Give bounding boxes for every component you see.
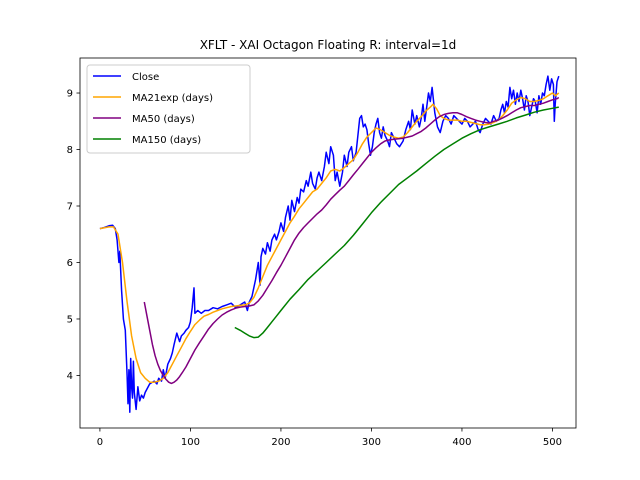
x-tick-label: 200 bbox=[271, 437, 290, 448]
x-tick-label: 300 bbox=[362, 437, 381, 448]
y-tick-label: 6 bbox=[67, 258, 73, 269]
y-tick-label: 7 bbox=[67, 202, 73, 213]
legend-label: MA50 (days) bbox=[132, 114, 195, 125]
series-layer bbox=[99, 75, 560, 413]
chart-title: XFLT - XAI Octagon Floating R: interval=… bbox=[200, 38, 457, 52]
legend-label: MA21exp (days) bbox=[132, 93, 213, 104]
y-tick-label: 4 bbox=[67, 371, 73, 382]
legend-box bbox=[86, 64, 251, 154]
legend-label: MA150 (days) bbox=[132, 135, 201, 146]
x-tick-label: 100 bbox=[181, 437, 200, 448]
x-tick-label: 0 bbox=[97, 437, 103, 448]
plot-border bbox=[79, 57, 577, 429]
x-tick-label: 400 bbox=[452, 437, 471, 448]
legend-label: Close bbox=[132, 72, 159, 83]
y-axis: 4 5 6 7 8 9 bbox=[67, 89, 80, 382]
legend: Close MA21exp (days) MA50 (days) MA150 (day… bbox=[86, 64, 251, 154]
y-tick-label: 8 bbox=[67, 145, 73, 156]
y-tick-label: 9 bbox=[67, 89, 73, 100]
series-line-ma150-days bbox=[234, 106, 559, 339]
x-tick-label: 500 bbox=[543, 437, 562, 448]
y-tick-label: 5 bbox=[67, 314, 73, 325]
series-line-ma21exp-days bbox=[99, 92, 560, 383]
series-line-ma50-days bbox=[143, 96, 560, 385]
x-axis: 0 100 200 300 400 500 bbox=[97, 428, 562, 448]
